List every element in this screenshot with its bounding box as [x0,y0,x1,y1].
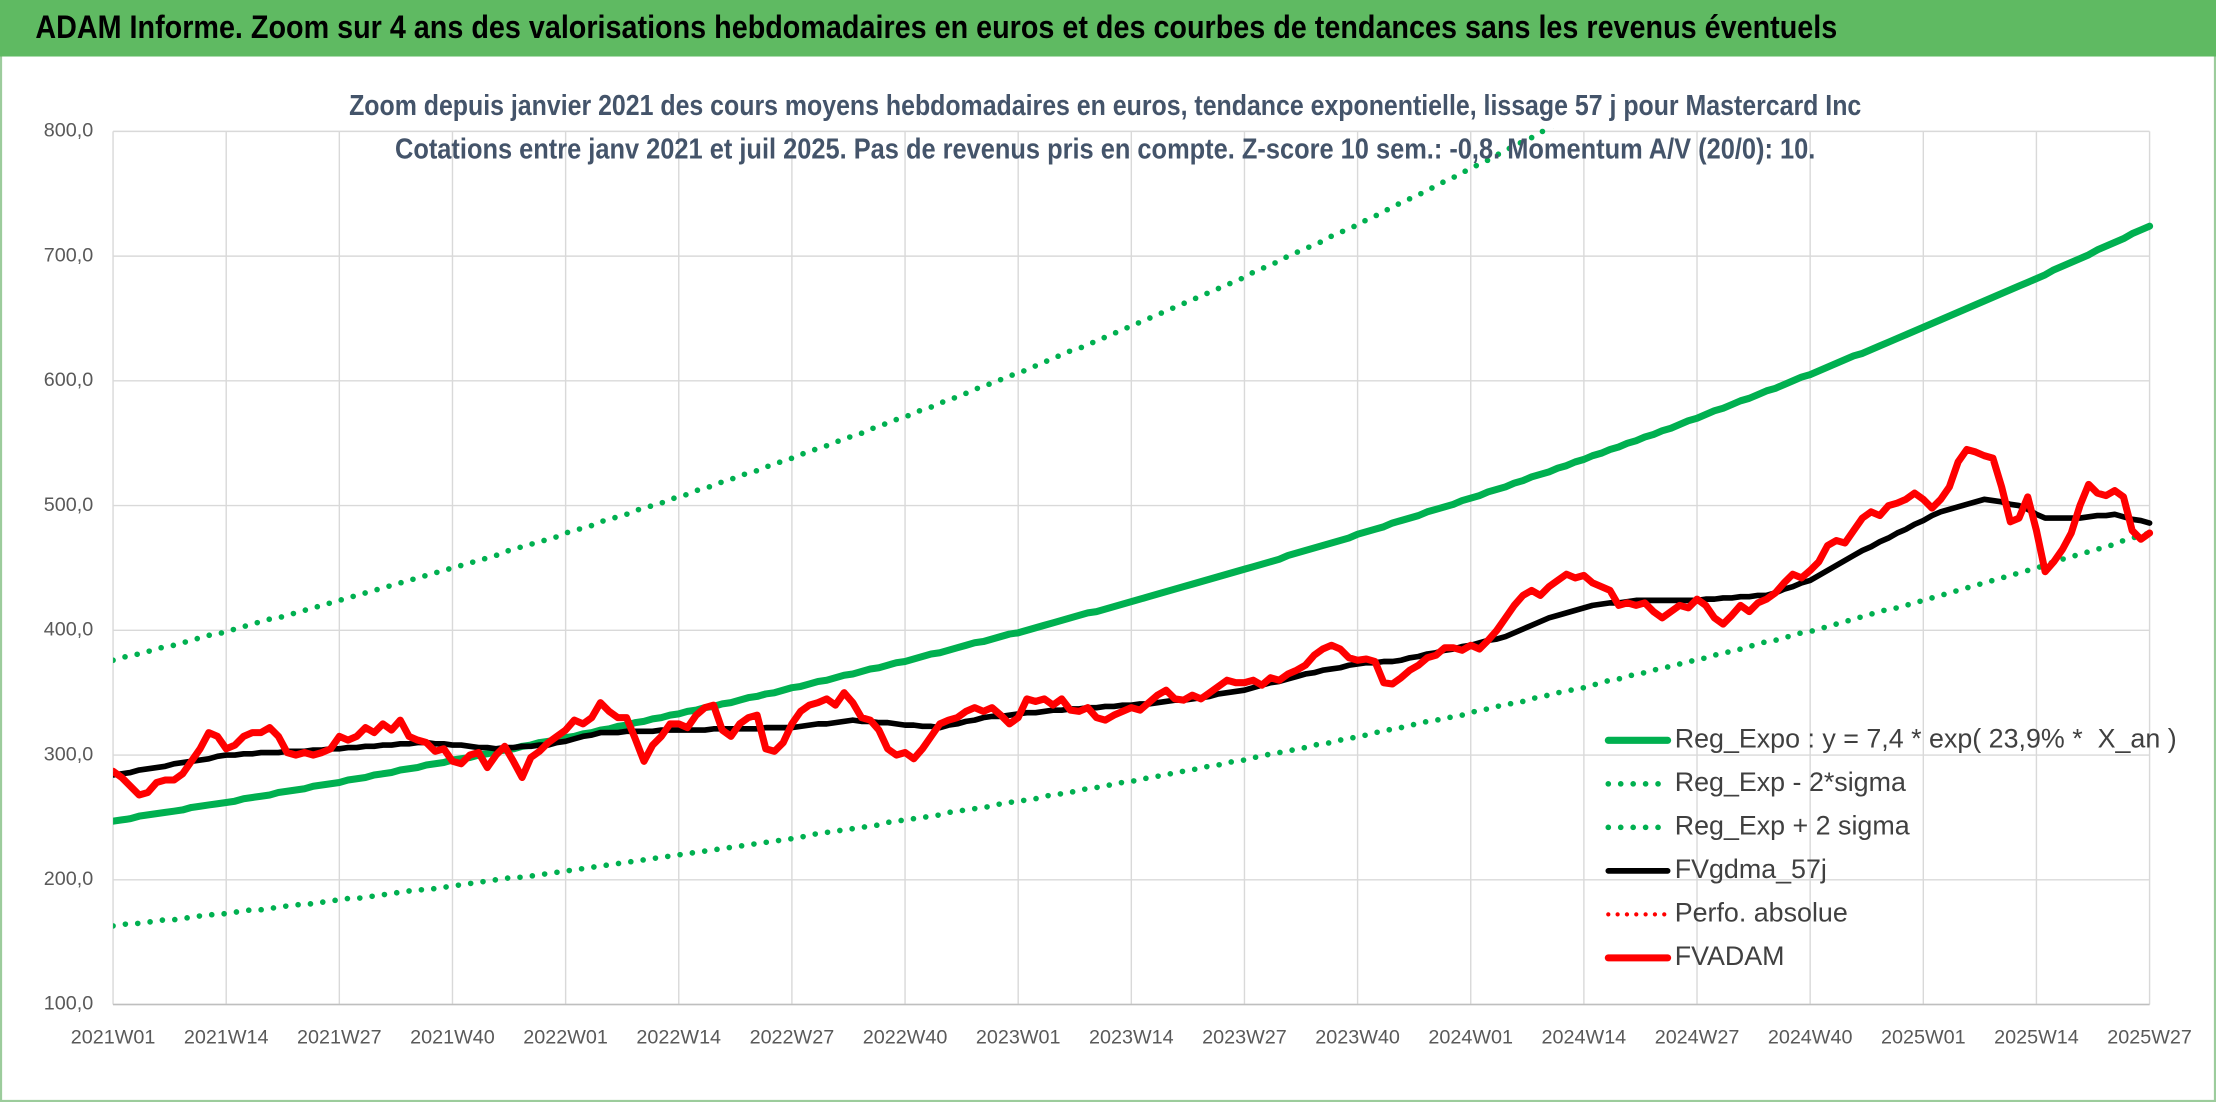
chart-title: Zoom depuis janvier 2021 des cours moyen… [349,89,1861,121]
x-tick-label: 2022W01 [523,1027,608,1049]
x-tick-label: 2022W14 [636,1027,721,1049]
series-line [113,445,2154,799]
chart-subtitle: Cotations entre janv 2021 et juil 2025. … [395,133,1815,165]
x-tick-label: 2023W01 [976,1027,1061,1049]
banner-bg [0,0,2216,57]
y-tick-label: 800,0 [44,120,93,142]
x-tick-label: 2023W27 [1202,1027,1287,1049]
y-tick-label: 200,0 [44,868,93,890]
y-tick-label: 100,0 [44,993,93,1015]
y-tick-label: 400,0 [44,619,93,641]
x-tick-label: 2024W14 [1542,1027,1627,1049]
legend-label: Perfo. absolue [1675,897,1848,927]
y-tick-label: 300,0 [44,743,93,765]
x-tick-label: 2024W01 [1428,1027,1513,1049]
legend-label: Reg_Expo : y = 7,4 * exp( 23,9% * X_an ) [1675,723,2177,753]
legend-label: Reg_Exp - 2*sigma [1675,767,1906,797]
series-line [113,530,2153,929]
grid: 100,0 200,0 300,0 400,0 500,0 600,0 700,0 800,0… [44,120,2192,1049]
x-tick-label: 2025W14 [1994,1027,2079,1049]
y-tick-label: 500,0 [44,494,93,516]
x-tick-label: 2021W40 [410,1027,495,1049]
x-tick-label: 2024W27 [1655,1027,1740,1049]
legend-label: FVADAM [1675,941,1785,971]
x-tick-label: 2021W27 [297,1027,382,1049]
banner-title: ADAM Informe. Zoom sur 4 ans des valoris… [35,9,1837,45]
x-tick-label: 2025W01 [1881,1027,1966,1049]
x-tick-label: 2024W40 [1768,1027,1853,1049]
x-tick-label: 2021W14 [184,1027,269,1049]
legend-label: FVgdma_57j [1675,854,1827,884]
x-tick-label: 2022W27 [750,1027,835,1049]
x-tick-label: 2023W40 [1315,1027,1400,1049]
legend-label: Reg_Exp + 2 sigma [1675,810,1910,840]
x-tick-label: 2021W01 [71,1027,156,1049]
y-tick-label: 600,0 [44,369,93,391]
x-tick-label: 2025W27 [2107,1027,2192,1049]
y-tick-label: 700,0 [44,244,93,266]
plot-area [113,128,2154,929]
x-tick-label: 2022W40 [863,1027,948,1049]
x-tick-label: 2023W14 [1089,1027,1174,1049]
legend: Reg_Expo : y = 7,4 * exp( 23,9% * X_an )… [1604,723,2177,971]
